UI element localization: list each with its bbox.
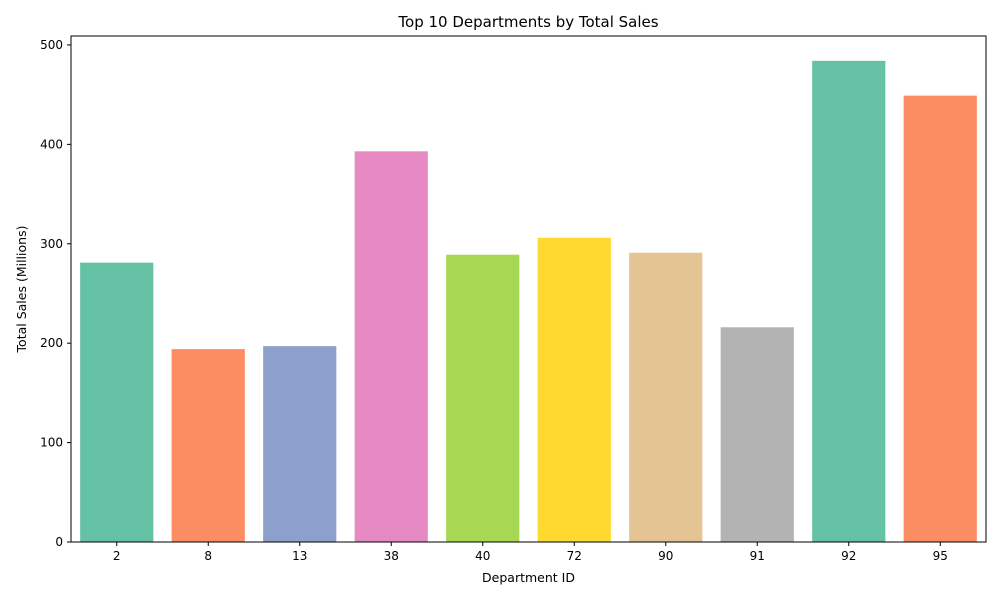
x-tick-label-92: 92 <box>841 549 856 563</box>
y-tick-label-100: 100 <box>40 436 63 450</box>
bar-dept-90 <box>629 252 703 542</box>
bar-dept-13 <box>263 346 337 542</box>
x-tick-label-40: 40 <box>475 549 490 563</box>
bar-dept-72 <box>537 237 611 543</box>
y-axis: 0 100 200 300 400 500 <box>40 38 71 549</box>
y-tick-label-300: 300 <box>40 237 63 251</box>
y-tick-label-200: 200 <box>40 336 63 350</box>
bar-dept-92 <box>812 60 886 542</box>
bars-group <box>80 60 977 543</box>
bar-dept-91 <box>720 327 794 542</box>
x-tick-label-8: 8 <box>204 549 212 563</box>
x-tick-label-13: 13 <box>292 549 307 563</box>
x-tick-label-38: 38 <box>384 549 399 563</box>
y-tick-label-400: 400 <box>40 137 63 151</box>
plot-frame <box>70 35 987 543</box>
x-axis: 2 8 13 38 40 72 90 91 92 95 <box>113 542 948 563</box>
bar-dept-8 <box>171 349 245 542</box>
bar-dept-2 <box>80 262 154 542</box>
x-tick-label-72: 72 <box>567 549 582 563</box>
bar-dept-40 <box>446 254 520 542</box>
bar-dept-38 <box>354 151 428 543</box>
chart-title: Top 10 Departments by Total Sales <box>397 13 658 31</box>
x-axis-label: Department ID <box>482 570 575 585</box>
y-axis-label: Total Sales (Millions) <box>14 226 29 354</box>
y-tick-label-500: 500 <box>40 38 63 52</box>
bar-dept-95 <box>903 95 977 542</box>
x-tick-label-2: 2 <box>113 549 121 563</box>
x-tick-label-90: 90 <box>658 549 673 563</box>
x-tick-label-95: 95 <box>933 549 948 563</box>
x-tick-label-91: 91 <box>750 549 765 563</box>
y-tick-label-0: 0 <box>55 535 63 549</box>
